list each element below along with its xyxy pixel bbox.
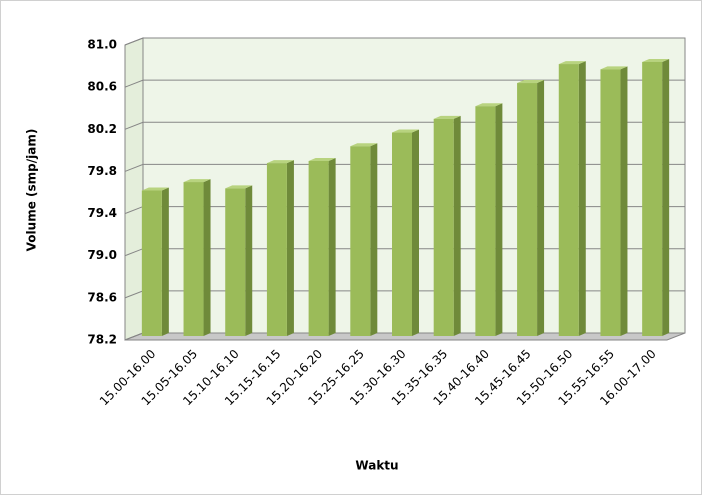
grid-line	[124, 163, 685, 172]
bar	[183, 182, 204, 336]
bar	[392, 132, 412, 336]
y-tick-label: 79.0	[87, 248, 117, 262]
bar-side	[286, 160, 294, 336]
bar-top	[308, 158, 336, 161]
bar-side	[662, 58, 670, 336]
bar	[266, 163, 287, 336]
bar-side	[412, 129, 419, 336]
bar-top	[266, 160, 294, 164]
bar-side	[537, 80, 545, 337]
y-tick-label: 80.6	[87, 80, 117, 94]
bar-top	[225, 185, 253, 189]
y-axis-title: Volume (smp/jam)	[25, 129, 39, 252]
bar	[225, 188, 246, 336]
bar-side	[203, 179, 211, 336]
bar-side	[245, 185, 253, 336]
bar-side	[328, 158, 336, 336]
bar-side	[620, 66, 628, 336]
bar-side	[578, 61, 586, 336]
bar	[475, 106, 496, 336]
bar-side	[453, 115, 461, 336]
y-tick-label: 78.6	[87, 290, 117, 304]
y-tick-label: 79.8	[87, 164, 117, 178]
bar-top	[600, 66, 628, 70]
bar-side	[370, 143, 378, 336]
x-axis-title: Waktu	[355, 459, 398, 473]
y-tick-label: 81.0	[87, 38, 117, 52]
bar	[517, 83, 538, 337]
bar-top	[183, 179, 211, 183]
grid-line	[124, 37, 685, 46]
bar-side	[161, 187, 169, 336]
bar	[308, 161, 329, 336]
bar-top	[558, 61, 586, 65]
bar	[350, 146, 371, 336]
grid-line	[124, 79, 685, 88]
bar-top	[517, 80, 545, 84]
y-tick-label: 79.4	[87, 206, 117, 220]
bar-top	[433, 115, 461, 119]
grid-line	[124, 121, 685, 130]
bar-top	[350, 143, 378, 147]
bar	[600, 69, 621, 336]
bar-top	[141, 187, 169, 191]
y-tick-label: 78.2	[87, 333, 117, 347]
bar-side	[495, 103, 503, 336]
bar-top	[642, 58, 670, 62]
bar-top	[475, 103, 503, 107]
bar	[433, 118, 454, 336]
bar	[141, 190, 162, 336]
bar	[642, 61, 663, 336]
bar-top	[392, 129, 419, 133]
bar	[558, 64, 579, 337]
y-tick-label: 80.2	[87, 122, 117, 136]
